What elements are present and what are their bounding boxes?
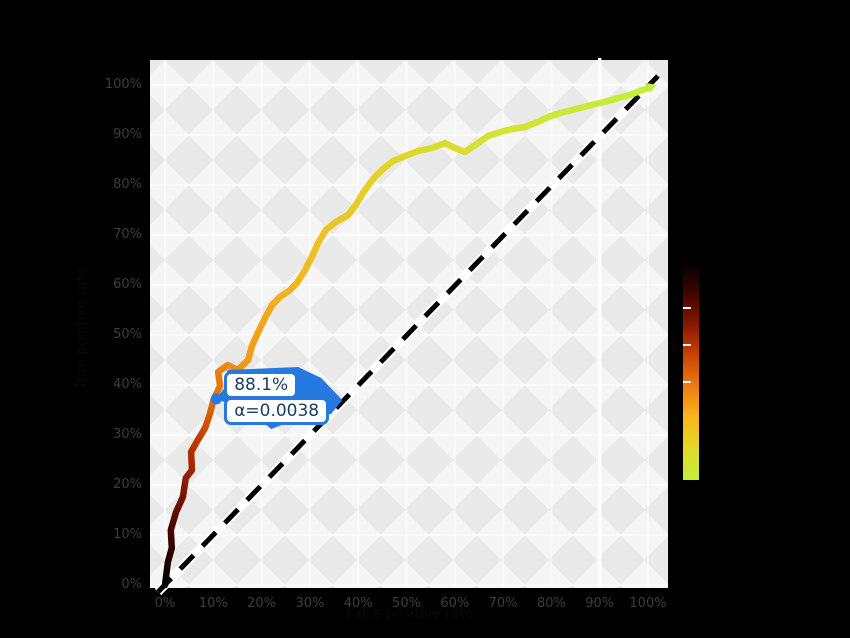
x-tick-label: 30% <box>295 596 325 611</box>
y-tick-label: 100% <box>104 77 142 92</box>
x-tick-label: 90% <box>585 596 615 611</box>
y-tick-label: 20% <box>113 477 142 492</box>
y-tick-label: 0% <box>121 577 142 592</box>
x-tick-label: 40% <box>343 596 373 611</box>
roc-curve-line[interactable] <box>161 82 657 589</box>
x-tick-label: 20% <box>247 596 277 611</box>
x-axis-title: False positive rate <box>346 606 474 622</box>
plot-area[interactable] <box>150 60 668 588</box>
y-tick-label: 90% <box>113 127 142 142</box>
gridlines <box>150 58 668 588</box>
x-tick-label: 0% <box>154 596 176 611</box>
y-tick-label: 70% <box>113 227 142 242</box>
y-tick-label: 30% <box>113 427 142 442</box>
x-tick-label: 50% <box>392 596 421 611</box>
y-tick-label: 10% <box>113 527 142 542</box>
x-tick-label: 70% <box>488 596 518 611</box>
x-tick-label: 10% <box>198 596 228 611</box>
x-tick-label: 60% <box>440 596 470 611</box>
x-tick-label: 80% <box>536 596 566 611</box>
y-tick-label: 60% <box>113 277 142 292</box>
curve-arrowhead-icon <box>646 82 657 94</box>
roc-curve-path[interactable] <box>161 84 652 589</box>
colorbar-legend <box>683 262 699 480</box>
colorbar-tick <box>683 381 691 383</box>
x-tick-label: 100% <box>629 596 667 611</box>
reference-line-dashes <box>156 74 660 594</box>
y-axis-title: True positive rate <box>74 267 90 389</box>
hover-point-dot <box>210 393 222 405</box>
colorbar-tick <box>683 344 691 346</box>
y-tick-label: 80% <box>113 177 142 192</box>
y-tick-label: 50% <box>113 327 142 342</box>
reference-diagonal-line <box>154 72 662 596</box>
hover-value-label: 88.1% <box>224 371 299 399</box>
hover-alpha-label: α=0.0038 <box>224 397 330 425</box>
colorbar-tick <box>683 307 691 309</box>
y-tick-label: 40% <box>113 377 142 392</box>
